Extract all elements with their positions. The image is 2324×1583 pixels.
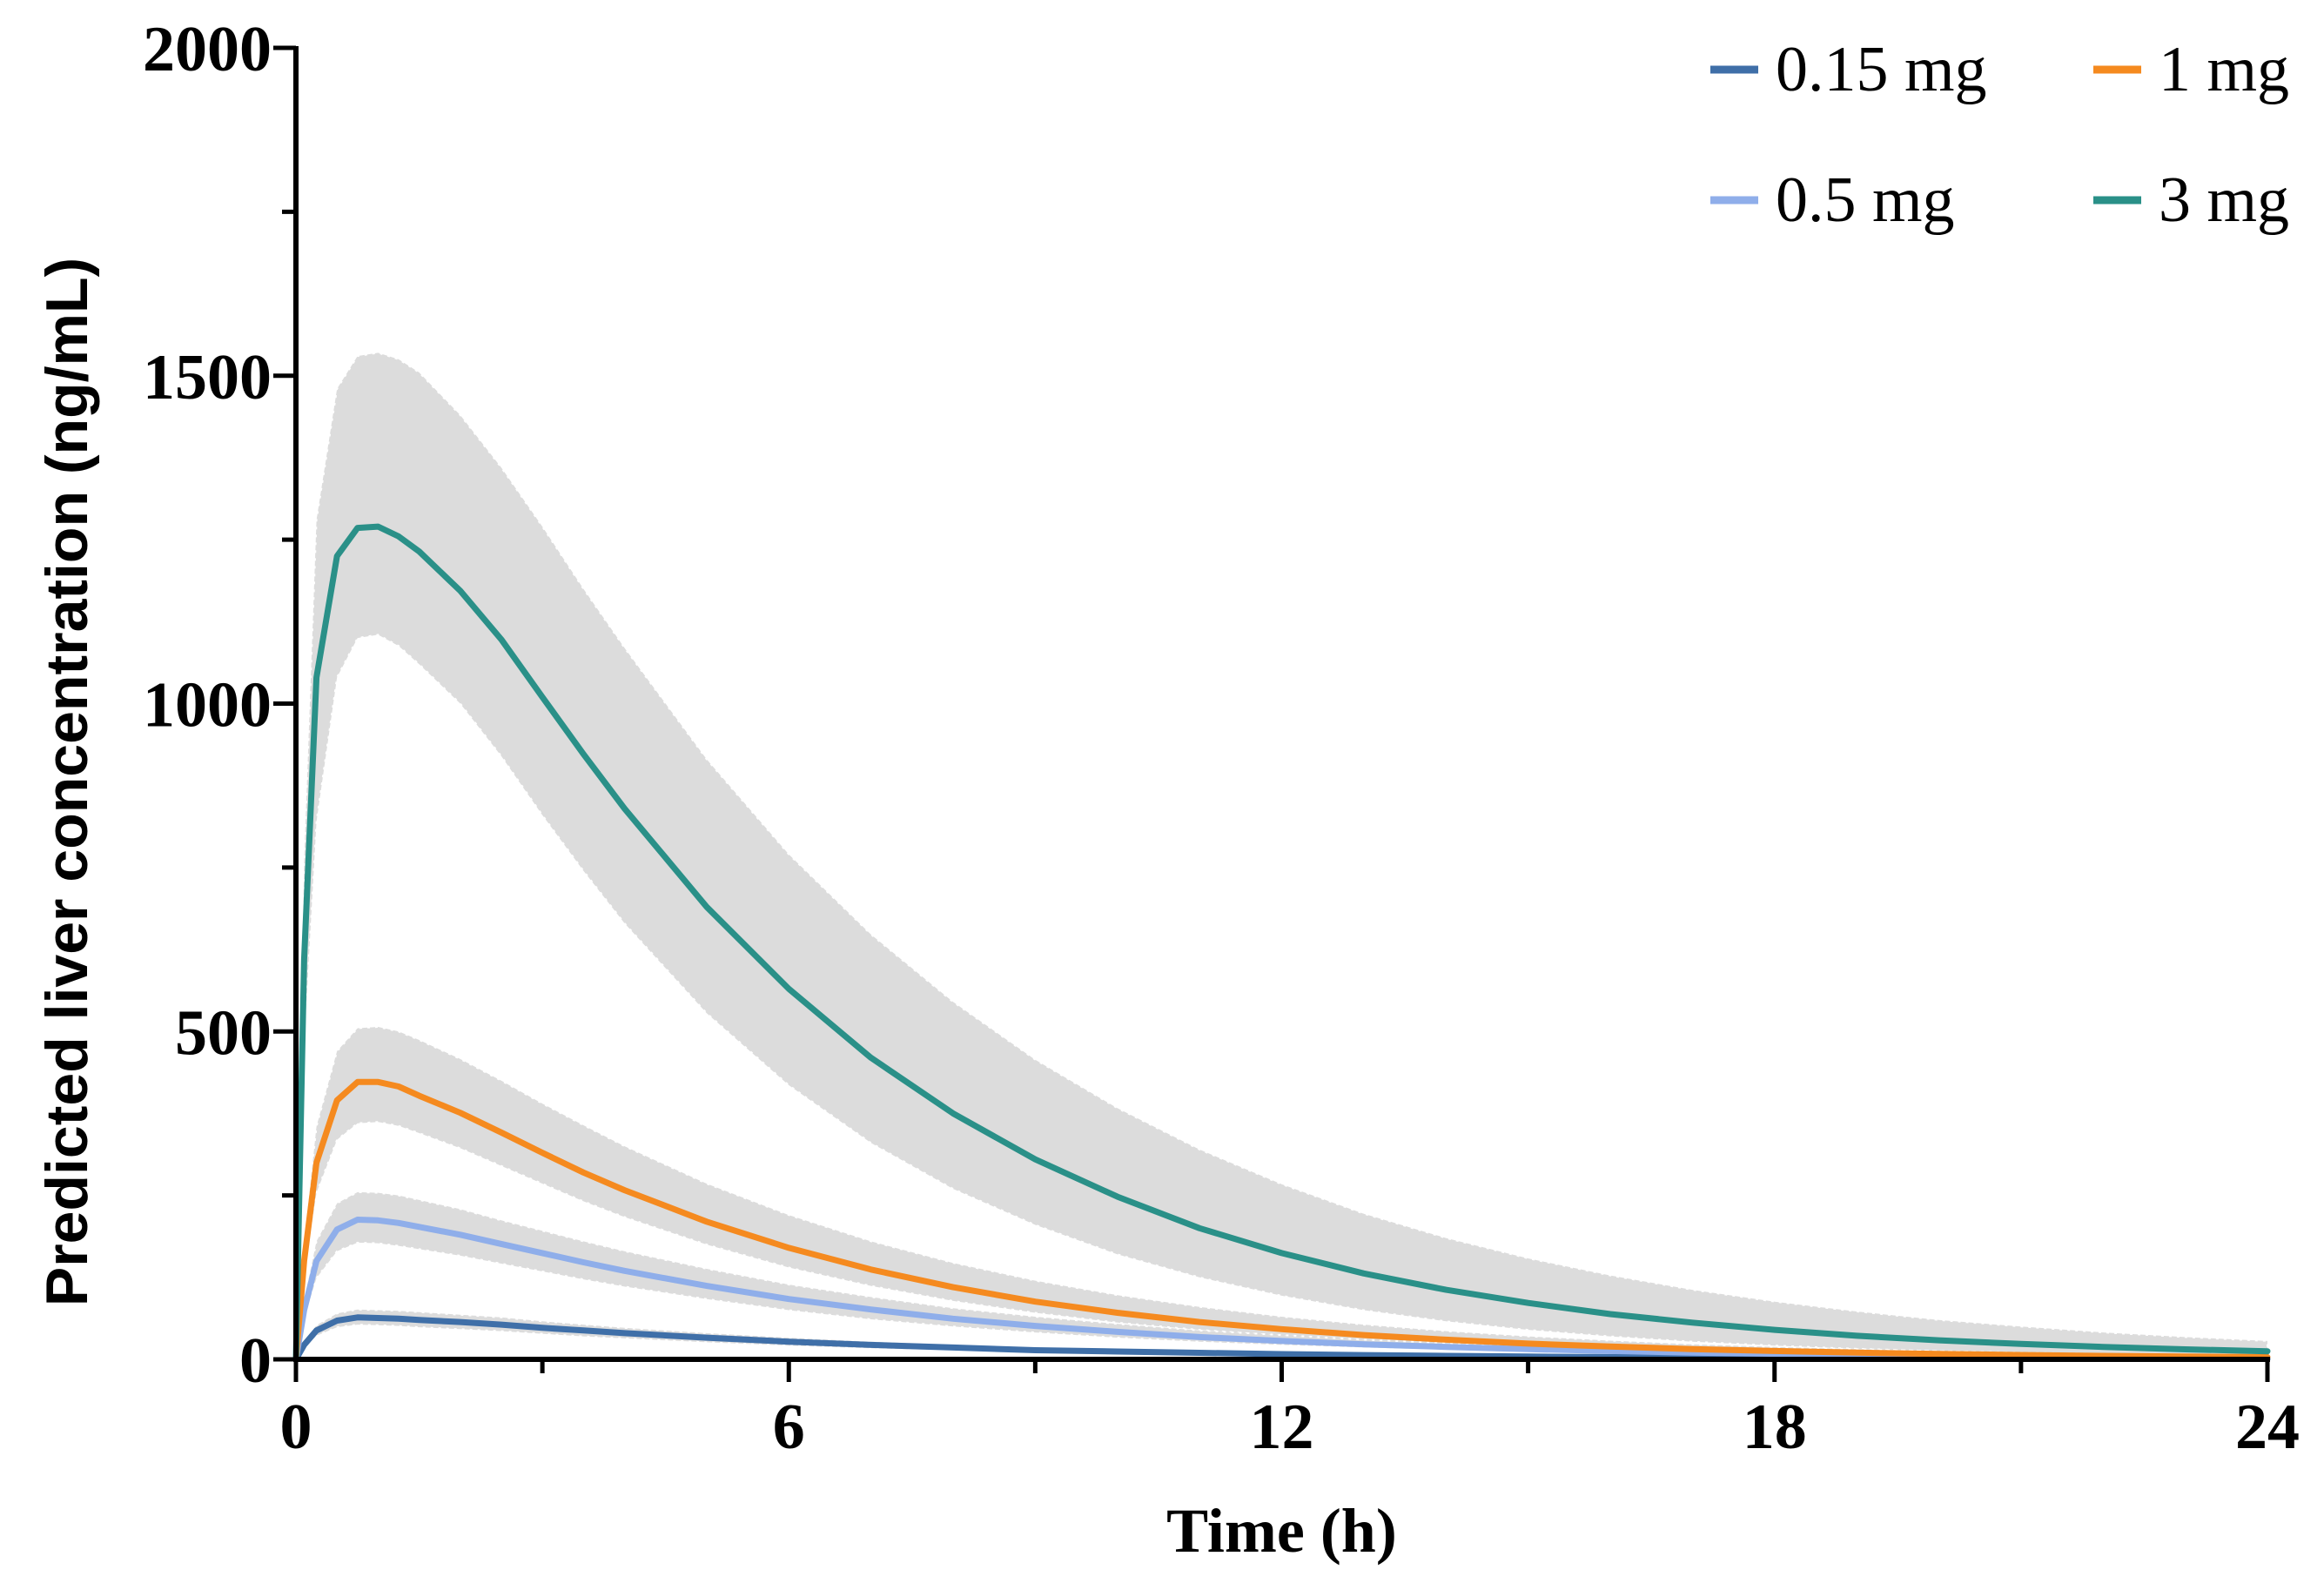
confidence-bands xyxy=(295,352,2268,1360)
legend: 0.15 mg 0.5 mg 1 mg 3 mg xyxy=(1710,34,2289,236)
y-tick-label: 500 xyxy=(175,997,272,1069)
x-tick-label: 6 xyxy=(773,1392,805,1463)
legend-item: 1 mg xyxy=(2093,34,2289,105)
band-0_5-mg xyxy=(295,1191,2268,1360)
axes xyxy=(273,45,2270,1382)
series-line-1-mg xyxy=(292,1078,2271,1363)
band-1-mg xyxy=(295,1025,2268,1360)
series-line-3-mg xyxy=(292,523,2271,1363)
legend-label: 0.15 mg xyxy=(1776,34,1987,105)
tick-labels: 0 500 1000 1500 2000 0 6 12 18 24 xyxy=(143,14,2300,1463)
legend-item: 0.15 mg xyxy=(1710,34,1987,105)
y-tick-label: 1000 xyxy=(143,670,272,741)
x-tick-label: 0 xyxy=(280,1392,312,1463)
band-3-mg xyxy=(295,352,2268,1360)
legend-label: 0.5 mg xyxy=(1776,164,1955,236)
legend-item: 3 mg xyxy=(2093,164,2289,236)
y-tick-label: 0 xyxy=(239,1325,272,1397)
x-axis-title: Time (h) xyxy=(1166,1496,1397,1566)
y-axis-title: Predicted liver concentration (ng/mL) xyxy=(34,258,100,1306)
legend-label: 1 mg xyxy=(2159,34,2289,105)
x-tick-label: 24 xyxy=(2235,1392,2300,1463)
y-tick-label: 2000 xyxy=(143,14,272,85)
legend-label: 3 mg xyxy=(2159,164,2289,236)
y-tick-label: 1500 xyxy=(143,342,272,413)
legend-item: 0.5 mg xyxy=(1710,164,1955,236)
x-tick-label: 18 xyxy=(1743,1392,1807,1463)
x-tick-label: 12 xyxy=(1250,1392,1314,1463)
